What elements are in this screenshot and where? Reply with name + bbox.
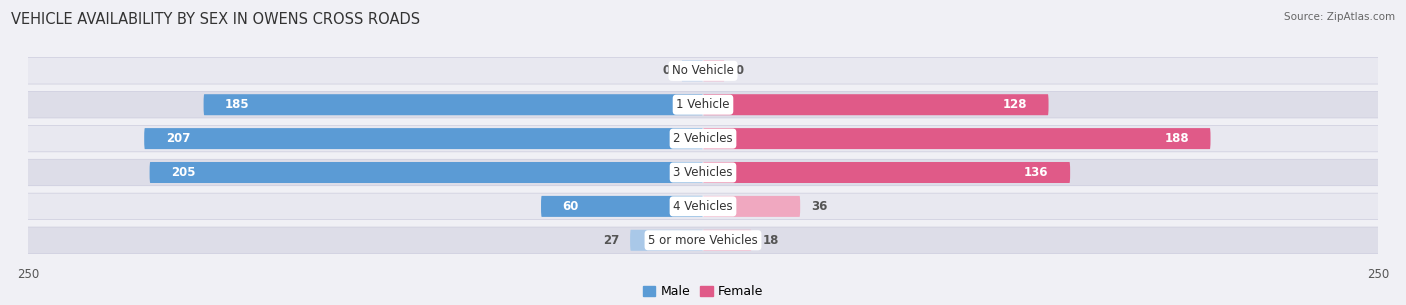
Text: 188: 188 [1164, 132, 1189, 145]
Text: 2 Vehicles: 2 Vehicles [673, 132, 733, 145]
Text: 60: 60 [562, 200, 579, 213]
FancyBboxPatch shape [22, 92, 1384, 118]
Text: 4 Vehicles: 4 Vehicles [673, 200, 733, 213]
Text: 128: 128 [1002, 98, 1026, 111]
FancyBboxPatch shape [145, 128, 703, 149]
Text: 5 or more Vehicles: 5 or more Vehicles [648, 234, 758, 247]
Text: 136: 136 [1024, 166, 1049, 179]
FancyBboxPatch shape [703, 94, 1049, 115]
FancyBboxPatch shape [204, 94, 703, 115]
Text: Source: ZipAtlas.com: Source: ZipAtlas.com [1284, 12, 1395, 22]
FancyBboxPatch shape [682, 60, 703, 81]
Text: 185: 185 [225, 98, 250, 111]
FancyBboxPatch shape [22, 159, 1384, 186]
FancyBboxPatch shape [22, 227, 1384, 253]
Text: No Vehicle: No Vehicle [672, 64, 734, 77]
FancyBboxPatch shape [630, 230, 703, 251]
Text: VEHICLE AVAILABILITY BY SEX IN OWENS CROSS ROADS: VEHICLE AVAILABILITY BY SEX IN OWENS CRO… [11, 12, 420, 27]
FancyBboxPatch shape [703, 128, 1211, 149]
FancyBboxPatch shape [703, 162, 1070, 183]
Text: 27: 27 [603, 234, 619, 247]
Text: 0: 0 [735, 64, 744, 77]
Text: 36: 36 [811, 200, 827, 213]
FancyBboxPatch shape [541, 196, 703, 217]
FancyBboxPatch shape [703, 60, 724, 81]
Text: 0: 0 [662, 64, 671, 77]
FancyBboxPatch shape [22, 125, 1384, 152]
FancyBboxPatch shape [22, 193, 1384, 220]
Text: 3 Vehicles: 3 Vehicles [673, 166, 733, 179]
FancyBboxPatch shape [149, 162, 703, 183]
Text: 207: 207 [166, 132, 190, 145]
FancyBboxPatch shape [22, 58, 1384, 84]
Text: 1 Vehicle: 1 Vehicle [676, 98, 730, 111]
Legend: Male, Female: Male, Female [638, 280, 768, 303]
FancyBboxPatch shape [703, 230, 752, 251]
Text: 205: 205 [172, 166, 195, 179]
Text: 18: 18 [762, 234, 779, 247]
FancyBboxPatch shape [703, 196, 800, 217]
